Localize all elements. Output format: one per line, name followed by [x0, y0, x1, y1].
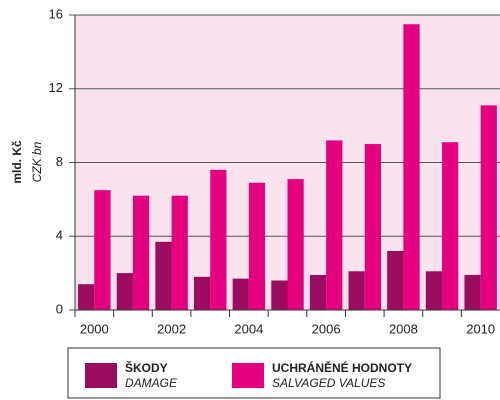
- legend-label: ŠKODY: [125, 360, 168, 375]
- y-tick-label: 8: [56, 154, 63, 169]
- y-tick-label: 0: [56, 301, 63, 316]
- bar: [480, 105, 497, 310]
- y-tick-label: 12: [49, 80, 63, 95]
- bar: [94, 190, 111, 310]
- bar: [155, 241, 172, 310]
- y-axis-label-en: CZK bn: [30, 141, 44, 182]
- legend-label: UCHRÁNĚNÉ HODNOTY: [272, 360, 412, 375]
- bar: [425, 271, 443, 310]
- y-tick-label: 4: [56, 228, 63, 243]
- x-tick-label: 2004: [234, 321, 263, 336]
- bar: [132, 195, 150, 310]
- bar: [387, 251, 404, 310]
- bar: [210, 169, 227, 310]
- legend-swatch: [85, 363, 117, 388]
- bar: [248, 182, 266, 310]
- legend-label-en: DAMAGE: [125, 376, 178, 390]
- legend-swatch: [232, 363, 264, 388]
- y-tick-label: 16: [49, 6, 63, 21]
- bar: [309, 274, 327, 310]
- bar: [171, 195, 188, 310]
- bar: [464, 274, 481, 310]
- bar: [364, 144, 381, 310]
- bar: [194, 276, 211, 310]
- x-tick-label: 2002: [157, 321, 186, 336]
- bar: [348, 271, 365, 310]
- x-tick-label: 2008: [389, 321, 418, 336]
- y-axis-label: mld. Kč: [10, 140, 24, 184]
- bar: [442, 142, 459, 310]
- legend-label-en: SALVAGED VALUES: [272, 376, 385, 390]
- x-tick-label: 2006: [312, 321, 341, 336]
- bar: [116, 273, 133, 310]
- bar: [403, 24, 420, 310]
- bar: [271, 280, 288, 310]
- bar: [287, 179, 304, 310]
- bar: [78, 284, 95, 310]
- legend-box: [67, 347, 441, 399]
- x-tick-label: 2010: [466, 321, 495, 336]
- bar: [232, 278, 249, 310]
- x-tick-label: 2000: [80, 321, 109, 336]
- bar: [326, 140, 343, 310]
